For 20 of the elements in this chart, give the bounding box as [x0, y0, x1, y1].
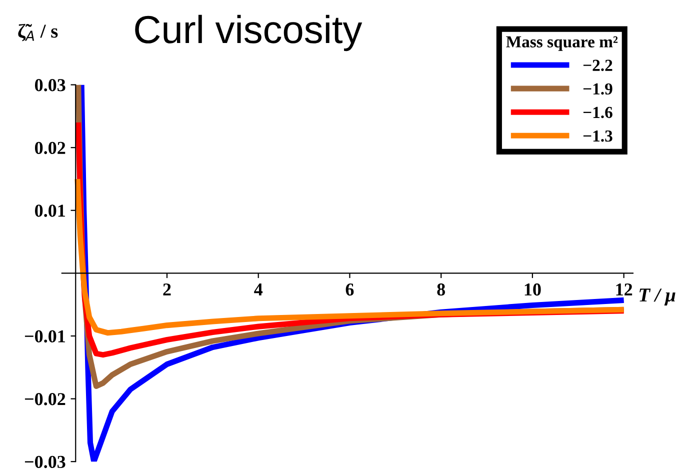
x-tick-label: 10 [524, 283, 541, 296]
y-tick-label: −0.03 [24, 456, 66, 468]
y-tick-label: 0.01 [34, 204, 65, 217]
x-axis-title: T / μ [640, 288, 676, 306]
legend-label: −1.6 [583, 106, 612, 118]
legend-label: −1.3 [583, 130, 612, 142]
x-tick-label: 2 [163, 283, 171, 296]
chart-title: Curl viscosity [135, 14, 362, 52]
legend-title: Mass square m² [506, 36, 618, 51]
x-tick-label: 4 [254, 284, 263, 296]
legend-label: −1.9 [583, 83, 612, 95]
y-axis-title: ζ̃$_{A}$ / s [18, 24, 58, 42]
y-tick-label: −0.02 [24, 393, 66, 406]
y-tick-label: 0.03 [34, 79, 66, 92]
x-tick-label: 6 [346, 283, 354, 296]
x-tick-label: 8 [437, 283, 446, 296]
x-tick-label: 12 [616, 283, 632, 296]
legend-label: −2.2 [583, 60, 612, 72]
y-tick-label: −0.01 [24, 330, 65, 342]
y-tick-label: 0.02 [34, 142, 66, 154]
